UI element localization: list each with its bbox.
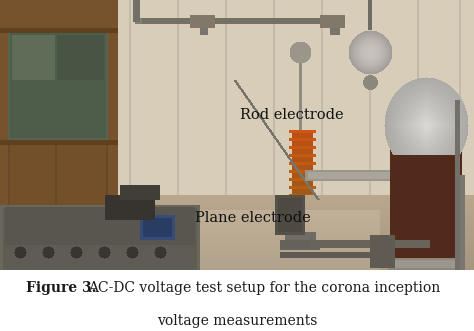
Text: Figure 3.: Figure 3. (26, 281, 97, 295)
Text: Rod electrode: Rod electrode (240, 108, 344, 122)
Text: AC-DC voltage test setup for the corona inception: AC-DC voltage test setup for the corona … (88, 281, 440, 295)
Text: voltage measurements: voltage measurements (157, 314, 317, 328)
Text: Plane electrode: Plane electrode (195, 211, 311, 225)
